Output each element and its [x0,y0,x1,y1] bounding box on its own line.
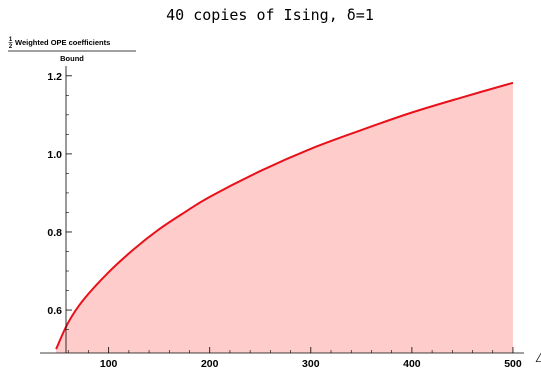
y-axis-title: 1 2 Weighted OPE coefficients Bound [8,37,136,63]
x-tick-label-500: 500 [504,358,522,370]
x-tick-label-300: 300 [302,358,320,370]
y-tick-label-3: 1.2 [47,71,62,83]
x-tick-label-400: 400 [403,358,421,370]
x-tick-label-100: 100 [100,358,118,370]
y-axis-title-bottom: Bound [60,54,84,63]
y-axis-title-fraction-denominator: 2 [9,44,13,50]
x-axis-title: Δ [535,351,541,366]
plot-area: 100 200 300 400 500 0.6 0.8 1.0 1.2 [40,66,524,370]
y-axis-title-top: Weighted OPE coefficients [15,38,110,47]
y-tick-label-0: 0.6 [47,305,62,317]
series-line-0 [55,81,514,350]
y-tick-label-1: 0.8 [47,227,62,239]
y-axis-title-fraction-numerator: 1 [9,37,13,43]
x-tick-label-200: 200 [201,358,219,370]
area-fill-0 [56,82,513,353]
chart-title: 40 copies of Ising, δ=1 [166,6,374,24]
y-tick-label-2: 1.0 [47,149,62,161]
